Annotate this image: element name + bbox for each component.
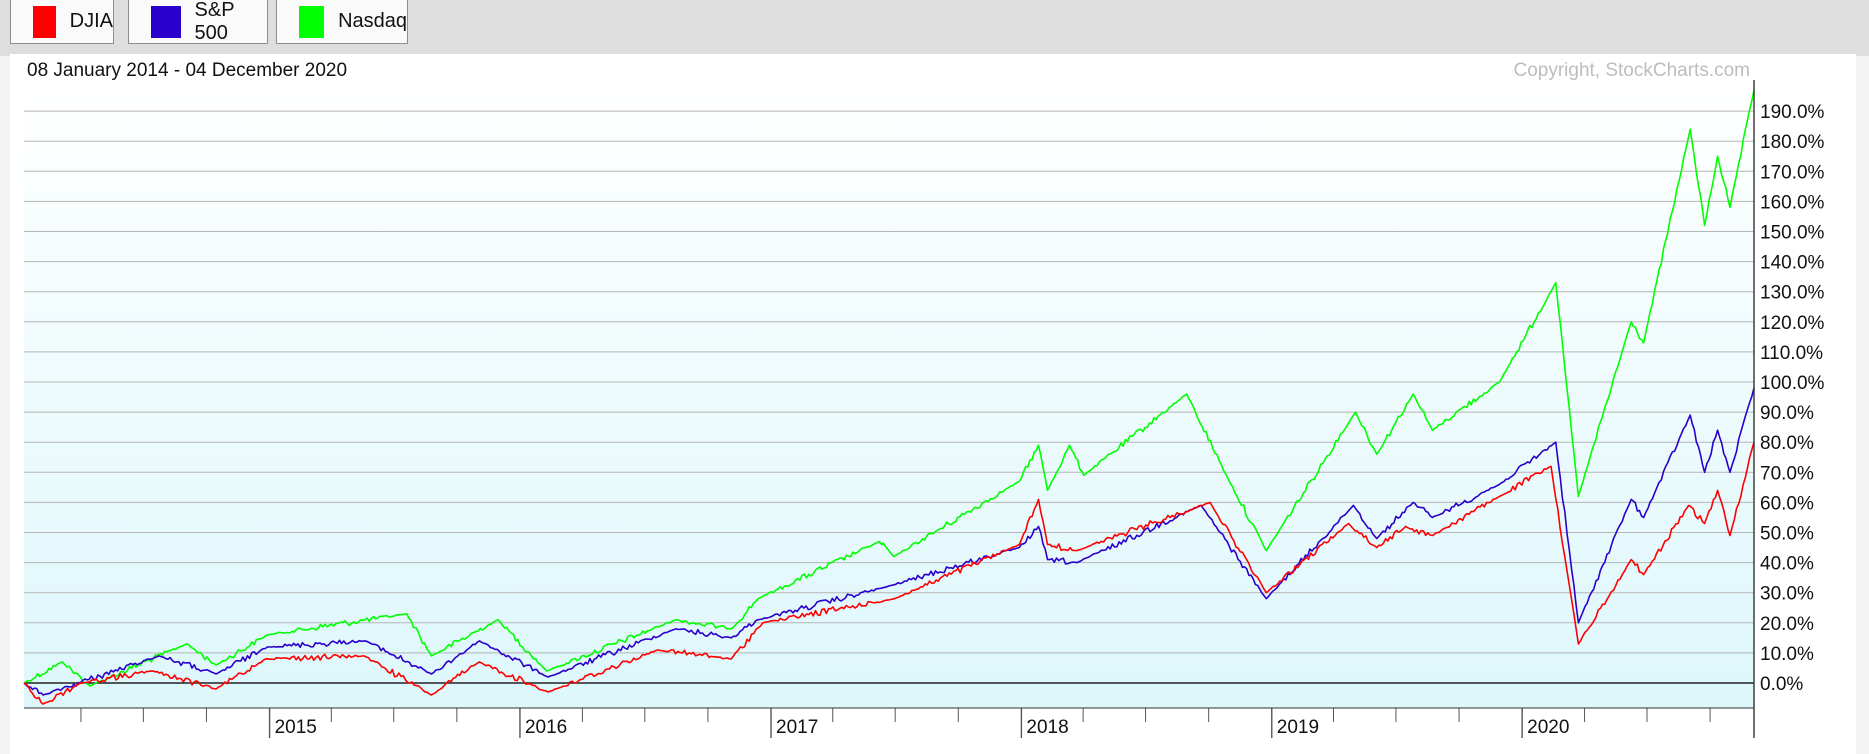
y-tick-label: 130.0% (1760, 283, 1825, 304)
axes (24, 80, 1755, 738)
y-tick-label: 180.0% (1760, 132, 1825, 153)
x-tick-label: 2019 (1277, 717, 1319, 738)
y-tick-label: 80.0% (1760, 433, 1814, 454)
legend-button-djia[interactable]: DJIA (10, 0, 114, 44)
y-tick-label: 40.0% (1760, 554, 1814, 575)
grid (24, 110, 1754, 684)
series-line-nasdaq (23, 89, 1755, 687)
legend-button-sp500[interactable]: S&P 500 (128, 0, 268, 44)
legend-swatch-nasdaq (299, 5, 325, 38)
x-tick-label: 2017 (776, 717, 818, 738)
series-line-s-p-500 (23, 387, 1755, 696)
series-layer (23, 89, 1755, 705)
legend-label-djia: DJIA (69, 10, 113, 32)
y-tick-label: 50.0% (1760, 524, 1814, 545)
y-tick-label: 110.0% (1760, 343, 1823, 364)
series-line-djia (23, 441, 1755, 705)
y-tick-label: 140.0% (1760, 253, 1825, 274)
y-tick-label: 100.0% (1760, 373, 1825, 394)
legend-button-nasdaq[interactable]: Nasdaq (276, 0, 408, 44)
legend-swatch-djia (33, 5, 56, 38)
y-tick-label: 120.0% (1760, 313, 1825, 334)
y-tick-label: 10.0% (1760, 644, 1814, 665)
y-tick-label: 60.0% (1760, 493, 1814, 514)
plot-area (24, 84, 1754, 708)
date-range-text: 08 January 2014 - 04 December 2020 (27, 60, 347, 81)
x-tick-label: 2020 (1527, 717, 1569, 738)
y-tick-label: 70.0% (1760, 463, 1814, 484)
y-tick-label: 0.0% (1760, 674, 1803, 695)
y-tick-label: 20.0% (1760, 614, 1814, 635)
y-tick-label: 30.0% (1760, 584, 1814, 605)
x-tick-label: 2016 (525, 717, 567, 738)
y-tick-label: 160.0% (1760, 192, 1825, 213)
y-tick-labels: 0.0% 10.0% 20.0% 30.0% 40.0% 50.0% 60.0% 70.0% 8… (1760, 102, 1825, 695)
legend-swatch-sp500 (151, 5, 181, 38)
legend-label-sp500: S&P 500 (194, 0, 235, 44)
x-tick-labels: 2015 2016 2017 2018 2019 2020 (275, 717, 1570, 738)
y-tick-label: 170.0% (1760, 162, 1825, 183)
x-tick-label: 2015 (275, 717, 317, 738)
y-tick-label: 190.0% (1760, 102, 1825, 123)
copyright-text: Copyright, StockCharts.com (1513, 60, 1750, 81)
x-tick-label: 2018 (1026, 717, 1068, 738)
y-tick-label: 90.0% (1760, 403, 1814, 424)
legend-label-nasdaq: Nasdaq (338, 10, 407, 32)
y-tick-label: 150.0% (1760, 223, 1825, 244)
